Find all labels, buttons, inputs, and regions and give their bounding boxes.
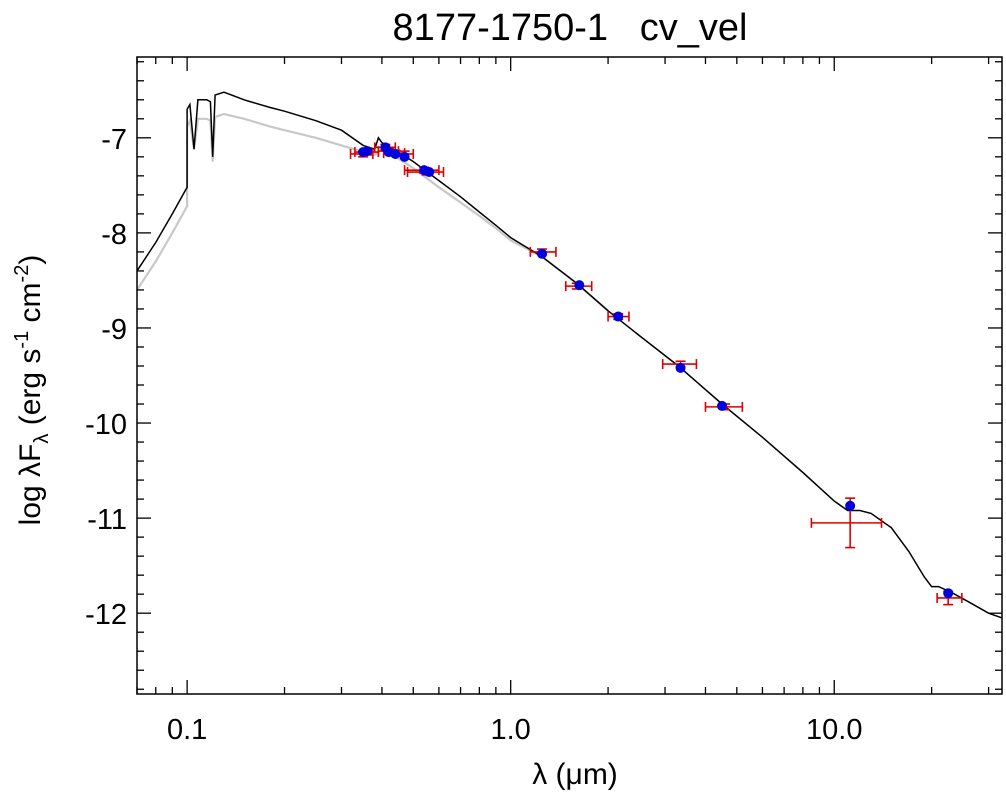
x-tick-label: 10.0 <box>806 714 862 746</box>
model-point <box>390 148 401 159</box>
y-tick-label: -9 <box>101 314 127 346</box>
sed-line-gray <box>137 112 609 312</box>
x-axis-label: λ (μm) <box>532 758 618 791</box>
model-point <box>537 248 548 259</box>
axes: 0.1 1.0 10.0 -7 -8 -9 -10 -11 -12 <box>85 56 1003 746</box>
chart-title: 8177-1750-1 cv_vel <box>393 7 748 49</box>
y-axis-label-units-open: (erg s <box>14 349 47 434</box>
model-point <box>845 500 856 511</box>
model-point <box>362 146 373 157</box>
model-point <box>574 280 585 291</box>
model-point <box>613 311 624 322</box>
plot-clip-group <box>137 91 1002 619</box>
y-axis-label-sub: λ <box>31 434 53 444</box>
model-point <box>399 151 410 162</box>
y-axis-label-units-mid: cm <box>14 282 47 330</box>
y-tick-label: -10 <box>85 409 127 441</box>
model-point <box>675 362 686 373</box>
plot-area <box>137 91 1002 619</box>
model-point <box>943 588 954 599</box>
y-axis-label-units-close: ) <box>14 255 47 265</box>
plot-frame <box>136 56 1003 695</box>
model-point <box>717 400 728 411</box>
y-tick-label: -11 <box>87 504 127 536</box>
x-tick-label: 0.1 <box>167 714 207 746</box>
y-axis-label-sup2: -2 <box>11 265 33 283</box>
model-point <box>424 167 435 178</box>
y-tick-label: -12 <box>85 599 127 631</box>
x-tick-label: 1.0 <box>491 714 531 746</box>
y-tick-label: -8 <box>101 219 127 251</box>
y-axis-label: log λFλ (erg s-1 cm-2) <box>11 255 53 526</box>
y-tick-label: -7 <box>101 124 127 156</box>
y-axis-label-sup1: -1 <box>11 331 33 349</box>
sed-line-black <box>137 91 1002 619</box>
y-axis-label-prefix: log λF <box>14 444 47 526</box>
